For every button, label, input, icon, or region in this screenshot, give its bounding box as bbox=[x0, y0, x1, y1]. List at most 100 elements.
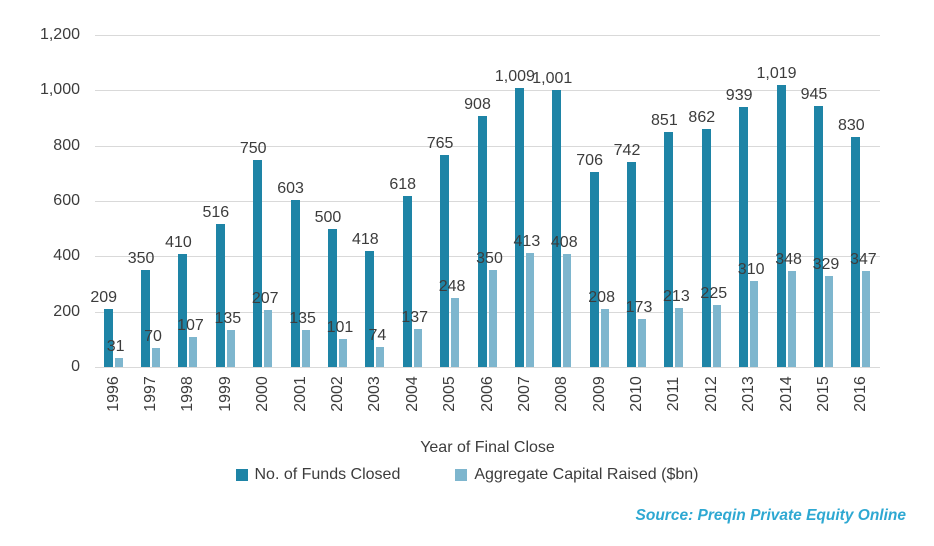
bar-funds bbox=[440, 155, 450, 367]
x-tick-label: 2016 bbox=[852, 376, 870, 412]
bar-label-funds: 830 bbox=[837, 117, 865, 135]
bar-capital bbox=[824, 275, 833, 367]
bar-label-capital: 350 bbox=[476, 250, 503, 268]
bar-funds bbox=[365, 251, 375, 367]
legend: No. of Funds Closed Aggregate Capital Ra… bbox=[0, 466, 934, 484]
bar-capital bbox=[338, 339, 347, 367]
bar-label-capital: 31 bbox=[106, 338, 125, 356]
bar-capital bbox=[376, 346, 385, 367]
x-tick-label: 1996 bbox=[104, 376, 122, 412]
bar-funds bbox=[552, 90, 562, 367]
bar-label-capital: 248 bbox=[438, 278, 466, 296]
bar-label-funds: 209 bbox=[90, 289, 118, 307]
y-tick-label: 600 bbox=[53, 192, 80, 209]
bar-label-capital: 408 bbox=[550, 234, 578, 252]
y-tick-label: 200 bbox=[53, 302, 80, 320]
bar-capital bbox=[451, 298, 460, 367]
bar-label-funds: 765 bbox=[426, 135, 454, 153]
bar-label-funds: 1,001 bbox=[532, 70, 573, 88]
bar-funds bbox=[327, 228, 337, 367]
bar-capital bbox=[787, 270, 796, 367]
bar-label-capital: 225 bbox=[700, 284, 728, 302]
x-tick-label: 2000 bbox=[254, 376, 272, 412]
gridline bbox=[95, 35, 880, 36]
bar-label-capital: 310 bbox=[737, 261, 765, 279]
bar-funds bbox=[103, 309, 113, 367]
x-tick-label: 2006 bbox=[478, 376, 496, 412]
bar-label-funds: 742 bbox=[613, 141, 641, 159]
x-axis-title: Year of Final Close bbox=[420, 439, 555, 456]
bar-funds bbox=[813, 105, 823, 367]
x-tick-label: 1997 bbox=[142, 376, 160, 412]
bar-capital bbox=[264, 309, 273, 367]
bar-funds bbox=[514, 87, 524, 367]
bar-label-capital: 329 bbox=[812, 255, 840, 273]
bar-funds bbox=[589, 171, 599, 367]
bar-funds bbox=[776, 85, 786, 367]
bar-label-funds: 851 bbox=[651, 111, 678, 129]
bar-capital bbox=[750, 281, 759, 367]
bar-funds bbox=[253, 159, 263, 367]
bar-label-funds: 908 bbox=[464, 95, 491, 113]
bar-label-funds: 1,019 bbox=[756, 65, 797, 83]
x-tick-label: 2013 bbox=[740, 376, 758, 412]
bar-funds bbox=[701, 128, 711, 367]
bar-funds bbox=[178, 253, 188, 367]
legend-item-funds: No. of Funds Closed bbox=[235, 466, 401, 484]
bar-label-capital: 207 bbox=[251, 289, 279, 307]
bar-label-funds: 862 bbox=[688, 108, 716, 126]
bar-label-funds: 706 bbox=[576, 151, 603, 169]
bar-label-funds: 410 bbox=[165, 233, 192, 251]
bar-capital bbox=[301, 329, 310, 367]
x-tick-label: 2010 bbox=[628, 376, 646, 412]
x-tick-label: 2014 bbox=[777, 376, 795, 412]
bar-label-funds: 516 bbox=[202, 204, 230, 222]
bar-label-capital: 208 bbox=[588, 289, 615, 307]
bar-label-capital: 101 bbox=[326, 319, 354, 337]
bar-funds bbox=[215, 224, 225, 367]
bar-label-capital: 413 bbox=[513, 232, 541, 250]
x-tick-label: 2005 bbox=[441, 376, 459, 412]
bar-label-funds: 945 bbox=[800, 85, 828, 103]
y-tick-label: 0 bbox=[71, 358, 80, 375]
bar-label-funds: 500 bbox=[314, 208, 342, 226]
bar-label-capital: 135 bbox=[289, 309, 316, 327]
funds-series-swatch-icon bbox=[235, 469, 248, 481]
gridline bbox=[95, 201, 880, 202]
bar-label-capital: 347 bbox=[849, 250, 877, 268]
bar-label-capital: 137 bbox=[401, 309, 429, 327]
bar-capital bbox=[712, 304, 721, 367]
bar-label-capital: 74 bbox=[368, 326, 387, 344]
bar-label-capital: 173 bbox=[625, 299, 653, 317]
bar-label-funds: 618 bbox=[389, 176, 417, 194]
bar-capital bbox=[152, 347, 161, 367]
bar-funds bbox=[851, 137, 861, 367]
bar-label-funds: 350 bbox=[127, 250, 155, 268]
legend-item-capital: Aggregate Capital Raised ($bn) bbox=[455, 466, 699, 484]
x-tick-label: 2002 bbox=[328, 376, 346, 412]
x-tick-label: 2007 bbox=[515, 376, 533, 412]
bar-funds bbox=[477, 115, 487, 367]
legend-label-capital: Aggregate Capital Raised ($bn) bbox=[474, 466, 699, 483]
bar-capital bbox=[638, 319, 647, 367]
legend-label-funds: No. of Funds Closed bbox=[254, 466, 401, 483]
bar-capital bbox=[413, 329, 422, 367]
bar-label-capital: 348 bbox=[775, 250, 802, 268]
bar-capital bbox=[226, 329, 235, 367]
bar-label-funds: 750 bbox=[239, 139, 267, 157]
y-tick-label: 400 bbox=[53, 247, 80, 265]
gridline bbox=[95, 311, 880, 313]
bar-funds bbox=[290, 200, 300, 367]
bar-funds bbox=[141, 270, 151, 367]
bar-capital bbox=[675, 308, 684, 367]
bar-capital bbox=[525, 252, 534, 367]
bar-label-funds: 1,009 bbox=[494, 67, 535, 85]
bar-capital bbox=[600, 309, 609, 367]
x-tick-label: 2001 bbox=[291, 376, 309, 412]
bar-label-funds: 603 bbox=[277, 180, 304, 198]
bar-label-capital: 213 bbox=[663, 288, 690, 306]
bar-label-funds: 418 bbox=[351, 231, 379, 249]
source-note: Source: Preqin Private Equity Online bbox=[635, 507, 906, 524]
bar-funds bbox=[664, 131, 674, 367]
